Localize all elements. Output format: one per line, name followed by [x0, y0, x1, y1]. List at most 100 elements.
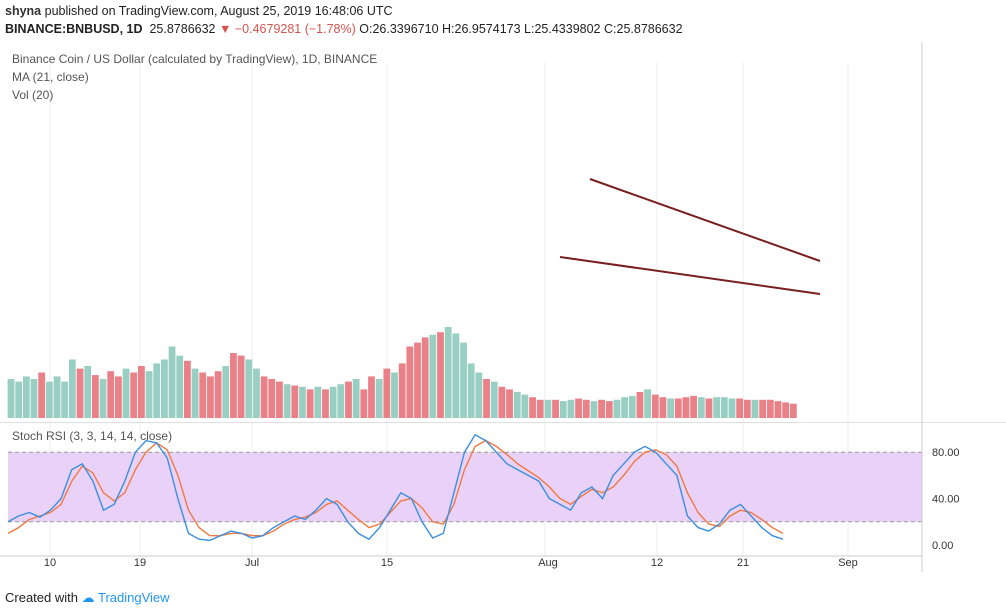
volume-bar	[498, 386, 506, 418]
volume-bar	[38, 372, 46, 418]
volume-bar	[76, 368, 84, 418]
volume-bar	[99, 379, 107, 418]
volume-bar	[153, 363, 161, 418]
volume-bar	[398, 363, 406, 418]
volume-bar	[161, 359, 168, 418]
volume-bar	[322, 389, 329, 418]
stoch-k-line	[7, 433, 784, 542]
time-tick-label: 21	[737, 557, 749, 569]
volume-bar	[544, 399, 552, 418]
volume-bar	[475, 372, 483, 418]
volume-bar	[176, 355, 184, 418]
lower-trendline	[559, 256, 821, 295]
volume-bar	[145, 371, 153, 418]
volume-bar	[61, 381, 69, 418]
down-arrow-icon: ▼	[219, 22, 232, 36]
tradingview-brand[interactable]: TradingView	[98, 590, 170, 605]
chart-header: shyna published on TradingView.com, Augu…	[0, 0, 1006, 42]
volume-bar	[559, 401, 567, 418]
footer: Created with ☁ TradingView	[5, 590, 170, 606]
volume-bar	[490, 381, 498, 418]
price-change: −0.4679281 (−1.78%)	[234, 22, 356, 36]
indicator-vol-label: Vol (20)	[12, 88, 53, 102]
volume-bar	[230, 353, 237, 418]
last-price: 25.8786632	[149, 22, 216, 36]
chart-canvas[interactable]: ResistanceSupportBinance Coin / US Dolla…	[0, 42, 1006, 587]
volume-bar	[483, 379, 490, 418]
volume-bar	[207, 376, 214, 418]
volume-bar	[122, 368, 130, 418]
volume-bar	[383, 368, 391, 418]
volume-bar	[429, 334, 437, 418]
symbol-label: BINANCE:BNBUSD, 1D	[5, 22, 143, 36]
volume-bar	[184, 360, 191, 418]
volume-bar	[759, 399, 767, 418]
time-tick-label: 19	[134, 557, 146, 569]
time-tick-label: Aug	[538, 557, 558, 569]
stoch-d-line	[7, 439, 784, 537]
volume-bar	[766, 399, 774, 418]
time-tick-label: Jul	[245, 557, 259, 569]
volume-bar	[253, 368, 260, 418]
volume-bar	[360, 389, 368, 418]
volume-bar	[628, 395, 636, 418]
stoch-axis: 80.00 40.00 0.00	[932, 447, 960, 552]
volume-bar	[191, 368, 199, 418]
volume-bar	[682, 397, 690, 418]
volume-bar	[467, 363, 475, 418]
volume-bar	[437, 332, 444, 418]
volume-bar	[651, 394, 659, 418]
stoch-rsi-label: Stoch RSI (3, 3, 14, 14, close)	[12, 429, 172, 443]
stoch-tick-label: 40.00	[932, 494, 960, 506]
volume-bar	[567, 399, 575, 418]
volume-bars	[7, 327, 797, 418]
volume-bar	[582, 399, 590, 418]
volume-bar	[268, 379, 276, 418]
volume-bar	[375, 379, 383, 418]
author-name[interactable]: shyna	[5, 4, 42, 18]
volume-bar	[137, 366, 145, 418]
volume-bar	[53, 376, 61, 418]
volume-bar	[605, 401, 613, 418]
ohlc-open: O:26.3396710	[359, 22, 439, 36]
ohlc-low: L:25.4339802	[524, 22, 601, 36]
volume-bar	[15, 381, 23, 418]
volume-bar	[720, 397, 728, 418]
volume-bar	[782, 402, 790, 418]
volume-bar	[590, 401, 598, 418]
symbol-line: BINANCE:BNBUSD, 1D 25.8786632 ▼ −0.46792…	[5, 22, 683, 36]
stoch-tick-label: 80.00	[932, 447, 960, 459]
upper-trendline	[589, 178, 821, 262]
time-tick-label: Sep	[838, 557, 858, 569]
volume-bar	[751, 399, 759, 418]
volume-bar	[774, 401, 782, 418]
volume-bar	[45, 381, 53, 418]
volume-bar	[22, 376, 30, 418]
volume-bar	[621, 397, 628, 418]
volume-bar	[107, 371, 115, 418]
chart-title: Binance Coin / US Dollar (calculated by …	[12, 52, 377, 66]
volume-bar	[345, 381, 352, 418]
volume-bar	[306, 389, 314, 418]
volume-bar	[743, 399, 751, 418]
volume-bar	[529, 397, 536, 418]
volume-bar	[314, 386, 322, 418]
volume-bar	[414, 342, 421, 418]
volume-bar	[260, 376, 268, 418]
volume-bar	[222, 366, 230, 418]
time-tick-label: 10	[44, 557, 56, 569]
tradingview-logo-icon: ☁	[81, 590, 95, 605]
pane-separator	[0, 422, 1006, 423]
volume-bar	[521, 394, 529, 418]
volume-bar	[168, 346, 176, 418]
volume-bar	[114, 376, 122, 418]
volume-bar	[736, 398, 744, 418]
ohlc-high: H:26.9574173	[442, 22, 521, 36]
volume-bar	[552, 399, 559, 418]
volume-bar	[513, 392, 521, 418]
volume-bar	[391, 372, 398, 418]
ohlc-close: C:25.8786632	[604, 22, 683, 36]
volume-bar	[444, 327, 452, 418]
volume-bar	[406, 346, 414, 418]
volume-bar	[713, 397, 721, 418]
